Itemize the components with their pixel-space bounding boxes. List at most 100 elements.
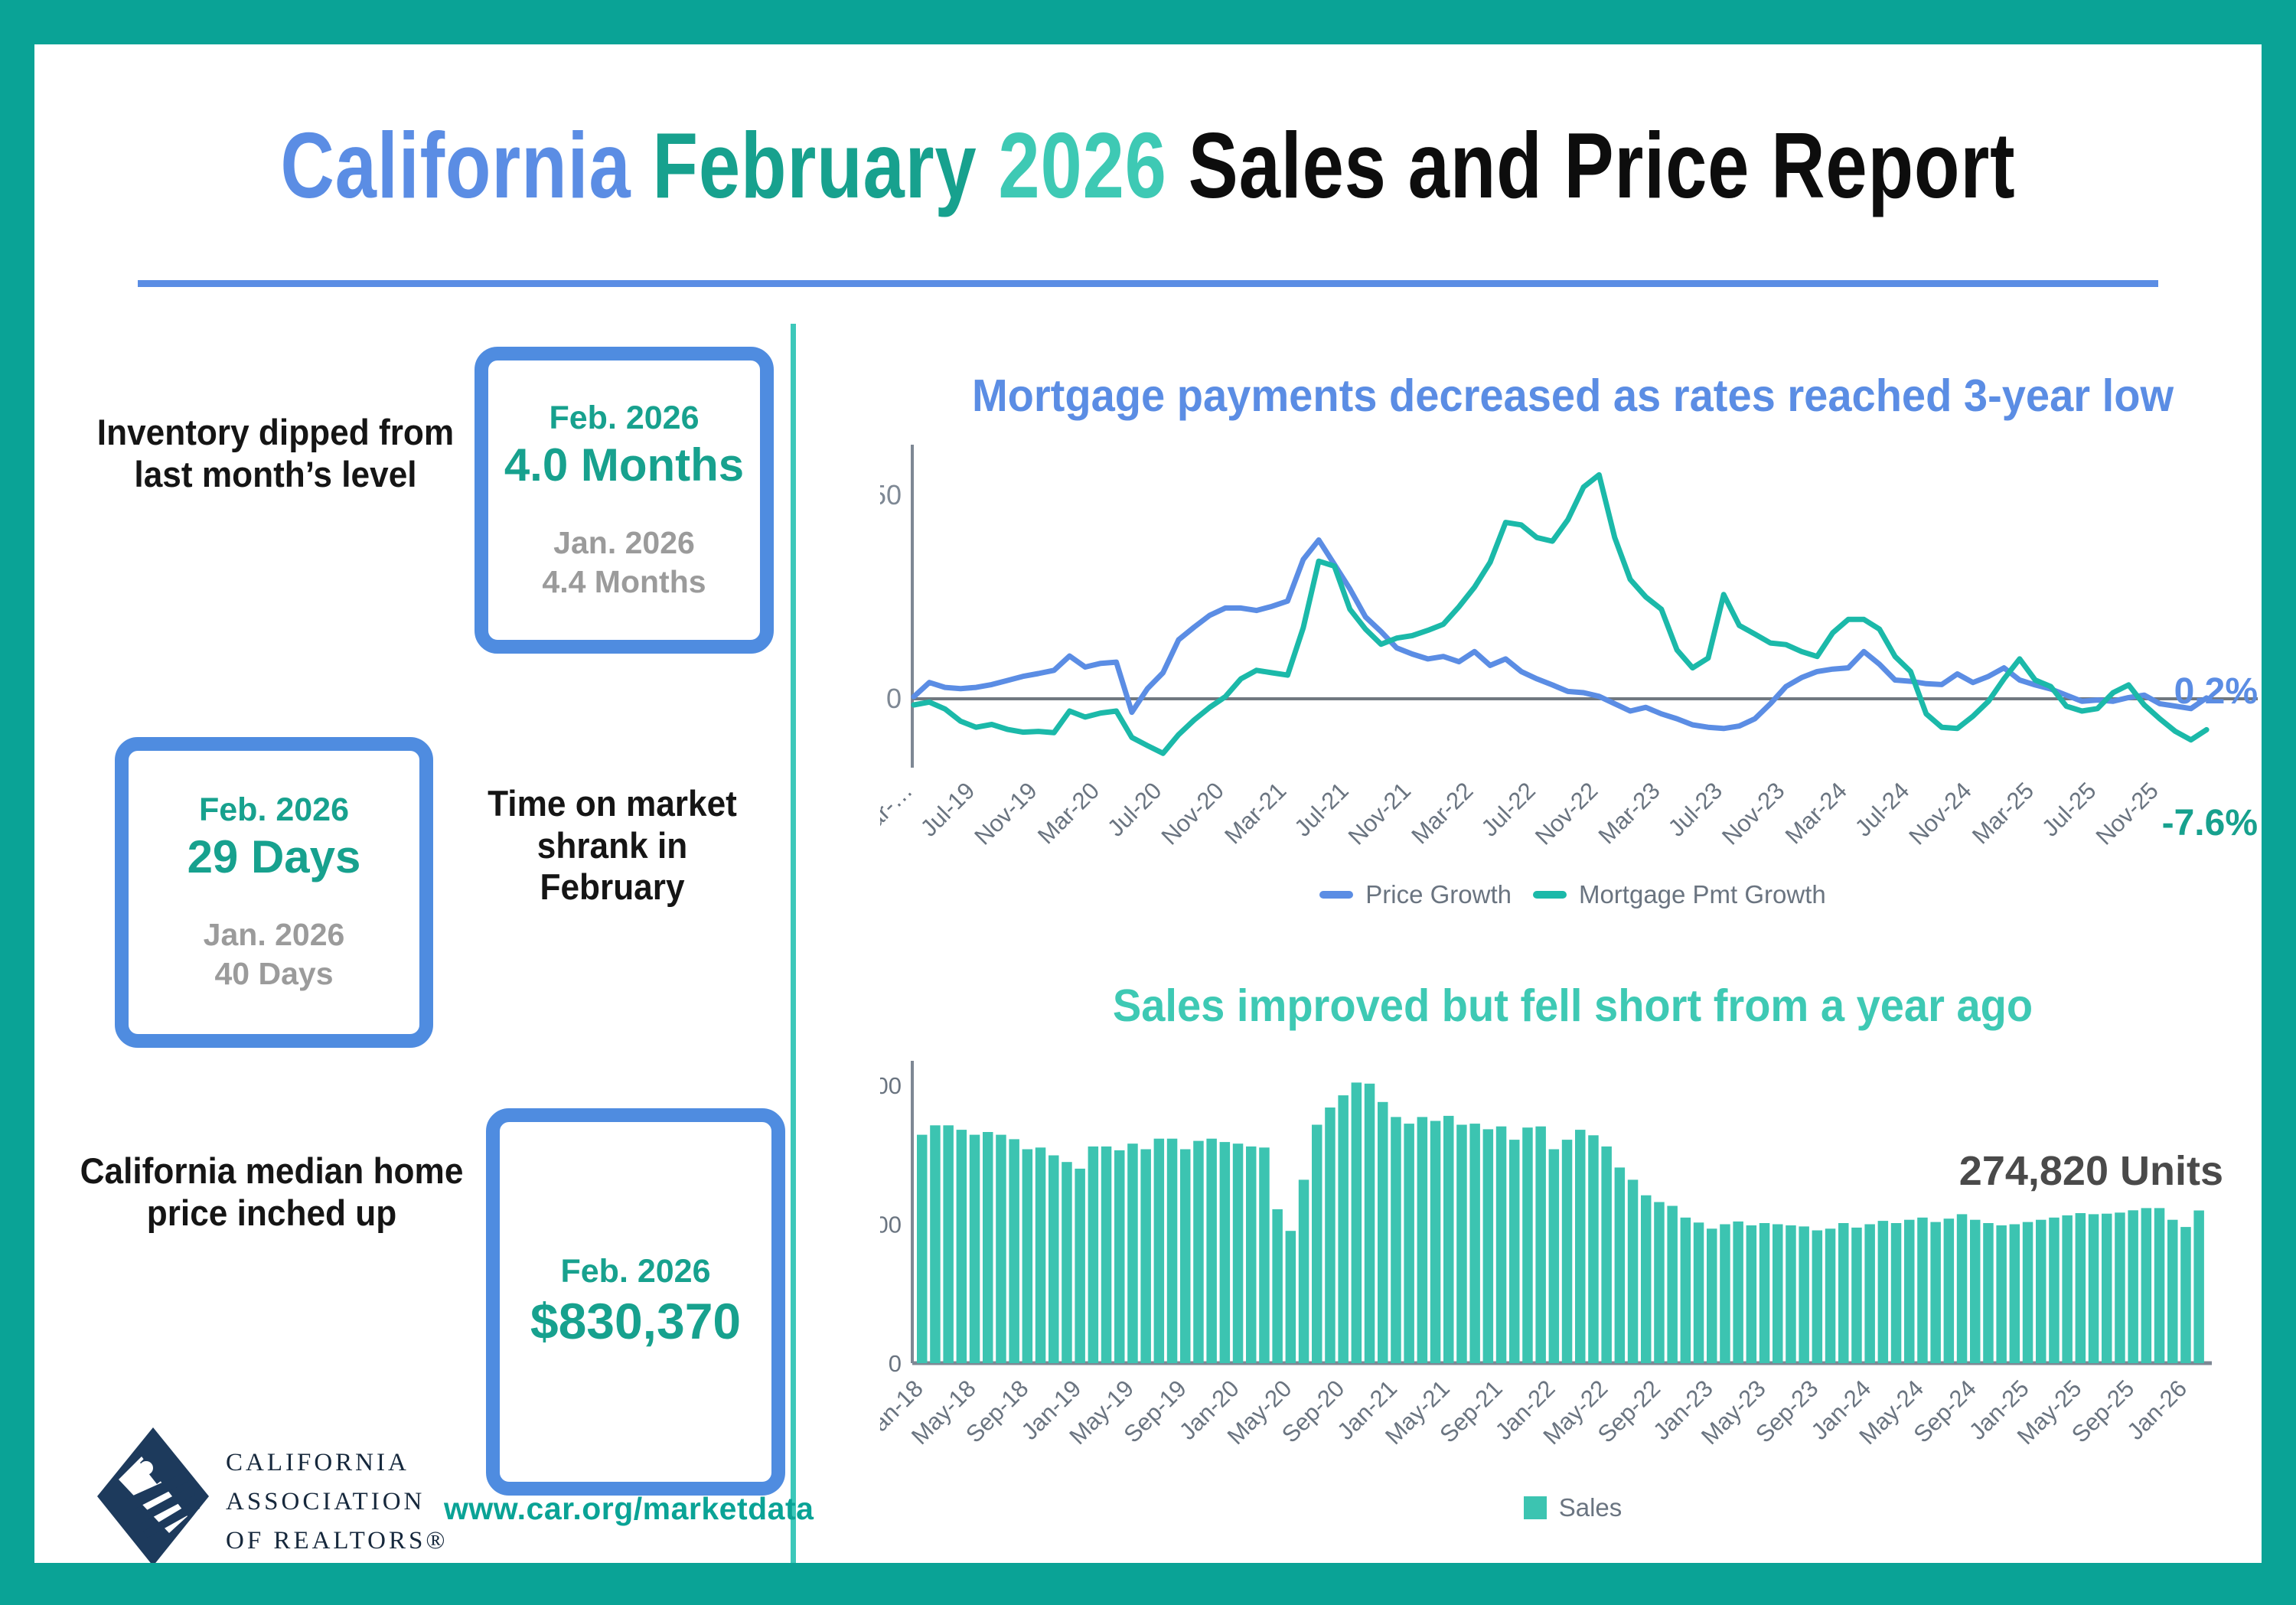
sales-bar xyxy=(1930,1222,1941,1363)
price-growth-label: Price Growth xyxy=(1365,880,1512,909)
sales-bar xyxy=(930,1125,941,1363)
sales-bar xyxy=(1693,1222,1704,1363)
sales-bar xyxy=(1851,1227,1862,1363)
car-logo-line1: CALIFORNIA xyxy=(226,1449,409,1476)
sales-bar xyxy=(2062,1215,2073,1363)
line-chart-x-tick: Nov-24 xyxy=(1903,777,1976,850)
sales-bar xyxy=(2088,1214,2099,1363)
sales-bar xyxy=(1561,1140,1573,1363)
bar-chart-legend: Sales xyxy=(880,1493,2262,1522)
price-growth-swatch xyxy=(1319,891,1354,899)
sales-bar xyxy=(1180,1149,1191,1363)
line-chart-title: Mortgage payments decreased as rates rea… xyxy=(971,370,2174,421)
stat-dom-current-period: Feb. 2026 xyxy=(199,791,349,829)
mortgage-price-growth-line-chart: 050Mar-…Jul-19Nov-19Mar-20Jul-20Nov-20Ma… xyxy=(880,445,2258,850)
sales-bar xyxy=(2180,1227,2191,1363)
sales-bar xyxy=(996,1134,1006,1363)
sales-bar xyxy=(1246,1146,1257,1363)
sales-bar xyxy=(956,1130,967,1363)
sales-bar xyxy=(943,1125,954,1363)
stat-inventory-box: Feb. 2026 4.0 Months Jan. 2026 4.4 Month… xyxy=(475,347,774,654)
sales-bar xyxy=(1153,1138,1165,1363)
infographic-canvas: California February 2026 Sales and Price… xyxy=(34,44,2262,1563)
bar-chart-y-tick-500000: 500000 xyxy=(880,1072,902,1099)
sales-bar xyxy=(1627,1179,1639,1363)
sales-bar-chart: 5000002500000Jan-18May-18Sep-18Jan-19May… xyxy=(880,1061,2223,1450)
sales-bar xyxy=(1746,1225,1757,1363)
stat-dom-box: Feb. 2026 29 Days Jan. 2026 40 Days xyxy=(115,737,433,1048)
sales-bar xyxy=(1588,1135,1599,1363)
sales-bar xyxy=(1114,1150,1125,1363)
sales-bar xyxy=(2075,1213,2086,1363)
sales-bar xyxy=(917,1134,928,1363)
line-chart-x-tick: Mar-25 xyxy=(1967,777,2039,849)
price-growth-end-annotation: 0.2% xyxy=(2174,671,2258,712)
sales-bar xyxy=(2128,1210,2138,1363)
sales-bar xyxy=(1325,1108,1336,1363)
mortgage-pmt-growth-swatch xyxy=(1532,891,1567,899)
line-chart-x-tick: Nov-23 xyxy=(1717,777,1789,850)
sales-bar xyxy=(1351,1082,1362,1363)
stat-price-label: California median home price inched up xyxy=(80,1150,464,1233)
sales-bar xyxy=(1259,1147,1270,1363)
mortgage-pmt-growth-line xyxy=(911,471,2210,756)
stat-inventory-label: Inventory dipped from last month’s level xyxy=(96,412,455,494)
sales-bar xyxy=(2022,1222,2033,1363)
sales-bar xyxy=(1983,1223,1994,1363)
sales-bar xyxy=(1654,1202,1665,1363)
sales-bar xyxy=(1009,1139,1019,1363)
sales-bar xyxy=(1364,1083,1375,1363)
stat-dom-label: Time on market shrank in February xyxy=(488,783,737,908)
sales-bar xyxy=(1272,1209,1283,1363)
sales-bar xyxy=(1601,1146,1612,1363)
car-logo-icon xyxy=(96,1426,210,1563)
mortgage-pmt-growth-label: Mortgage Pmt Growth xyxy=(1578,880,1826,909)
car-logo-line2: ASSOCIATION xyxy=(226,1488,426,1516)
sales-bar xyxy=(1022,1149,1033,1363)
sales-bar xyxy=(1759,1223,1770,1363)
line-chart-x-tick: Nov-20 xyxy=(1156,777,1229,850)
legend-price-growth: Price Growth xyxy=(1319,880,1512,909)
sales-bar xyxy=(1193,1140,1204,1363)
sales-bar xyxy=(1522,1127,1533,1363)
car-logo-wordmark: CALIFORNIA ASSOCIATION OF REALTORS® xyxy=(226,1444,448,1561)
sales-bar xyxy=(1075,1168,1085,1363)
title-year: 2026 xyxy=(998,113,1167,217)
column-divider xyxy=(791,324,796,1563)
marketdata-link[interactable]: www.car.org/marketdata xyxy=(444,1491,814,1526)
sales-bar xyxy=(2115,1212,2125,1363)
sales-swatch xyxy=(1523,1496,1547,1519)
sales-bar xyxy=(1049,1155,1059,1363)
sales-bar xyxy=(1391,1117,1401,1363)
sales-bar xyxy=(1707,1228,1717,1363)
sales-bar xyxy=(1312,1124,1322,1363)
line-chart-x-tick: Nov-25 xyxy=(2091,777,2164,850)
sales-bar xyxy=(1956,1214,1968,1363)
bar-chart-y-tick-0: 0 xyxy=(889,1350,902,1377)
sales-bar xyxy=(1035,1147,1046,1363)
sales-bar xyxy=(1101,1146,1112,1363)
sales-bar xyxy=(1166,1138,1178,1363)
sales-bar xyxy=(1285,1231,1296,1363)
bar-chart-y-tick-250000: 250000 xyxy=(880,1212,902,1238)
sales-bar xyxy=(1799,1226,1809,1363)
car-logo-line3: OF REALTORS® xyxy=(226,1527,448,1555)
sales-bar xyxy=(1890,1223,1902,1363)
sales-bar xyxy=(2167,1219,2178,1363)
sales-bar xyxy=(2154,1208,2165,1363)
sales-bar xyxy=(1206,1138,1217,1363)
bar-chart-x-tick: Jan-26 xyxy=(2122,1375,2192,1445)
sales-bar xyxy=(1667,1205,1678,1363)
title-california: California xyxy=(280,113,631,217)
sales-bar xyxy=(1219,1142,1231,1363)
bar-chart-title: Sales improved but fell short from a yea… xyxy=(1112,980,2033,1031)
sales-bar xyxy=(1996,1225,2007,1363)
sales-bar xyxy=(1469,1124,1480,1363)
sales-bar xyxy=(1417,1117,1428,1363)
line-chart-x-tick: Mar-21 xyxy=(1219,777,1291,849)
sales-bars xyxy=(917,1082,2204,1363)
sales-bar xyxy=(1864,1224,1875,1363)
sales-bar xyxy=(1641,1195,1652,1363)
line-chart-x-tick: Mar-… xyxy=(880,777,918,847)
price-growth-line xyxy=(911,537,2210,732)
